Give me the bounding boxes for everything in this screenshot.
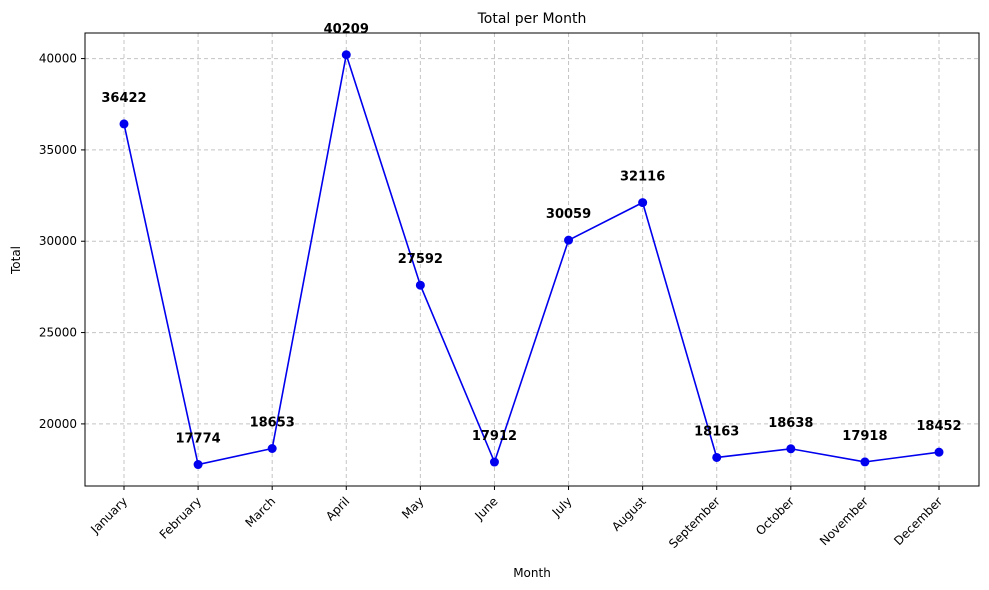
y-tick-label: 30000 <box>39 234 77 248</box>
y-axis-ticks: 20000 25000 30000 35000 40000 <box>39 52 85 431</box>
data-label: 30059 <box>546 207 591 222</box>
x-tick-label: June <box>471 494 500 523</box>
x-tick-label: January <box>87 494 130 537</box>
data-point <box>786 444 796 454</box>
plot-frame <box>84 32 980 487</box>
data-point <box>415 280 425 290</box>
data-label: 36422 <box>101 91 146 106</box>
x-axis-ticks: January February March April May June July Augu… <box>87 486 945 551</box>
data-label: 27592 <box>398 252 443 267</box>
data-label: 17912 <box>472 429 517 444</box>
y-tick-label: 25000 <box>39 326 77 340</box>
data-label: 17918 <box>842 429 887 444</box>
data-point <box>489 457 499 467</box>
x-tick-label: April <box>323 494 352 523</box>
data-point <box>119 119 129 129</box>
data-label: 18653 <box>250 415 295 430</box>
x-tick-label: February <box>157 494 205 542</box>
data-point <box>193 460 203 470</box>
data-labels: 36422 17774 18653 40209 27592 17912 30059 32116… <box>101 22 961 447</box>
x-axis-label: Month <box>513 566 551 580</box>
data-label: 32116 <box>620 170 665 185</box>
data-point <box>564 235 574 245</box>
x-tick-label: October <box>753 494 797 538</box>
series-line <box>123 54 940 466</box>
y-tick-label: 35000 <box>39 143 77 157</box>
y-axis-label: Total <box>9 246 23 275</box>
x-tick-label: September <box>666 494 723 551</box>
data-point <box>860 457 870 467</box>
x-tick-label: May <box>399 494 426 521</box>
data-point <box>934 447 944 457</box>
data-label: 40209 <box>324 22 369 37</box>
x-tick-label: March <box>243 494 279 530</box>
data-label: 18452 <box>916 419 961 434</box>
y-tick-label: 20000 <box>39 417 77 431</box>
y-tick-label: 40000 <box>39 52 77 66</box>
grid-lines <box>85 33 979 486</box>
x-tick-label: July <box>549 494 575 520</box>
data-point <box>712 452 722 462</box>
data-point <box>341 50 351 60</box>
data-label: 18163 <box>694 424 739 439</box>
data-point <box>267 443 277 453</box>
data-point <box>638 198 648 208</box>
series-total <box>119 50 944 470</box>
x-tick-label: November <box>817 494 871 548</box>
data-label: 18638 <box>768 416 813 431</box>
chart-title: Total per Month <box>477 11 587 27</box>
x-tick-label: August <box>609 494 649 534</box>
data-label: 17774 <box>175 432 220 447</box>
x-tick-label: December <box>891 494 945 548</box>
